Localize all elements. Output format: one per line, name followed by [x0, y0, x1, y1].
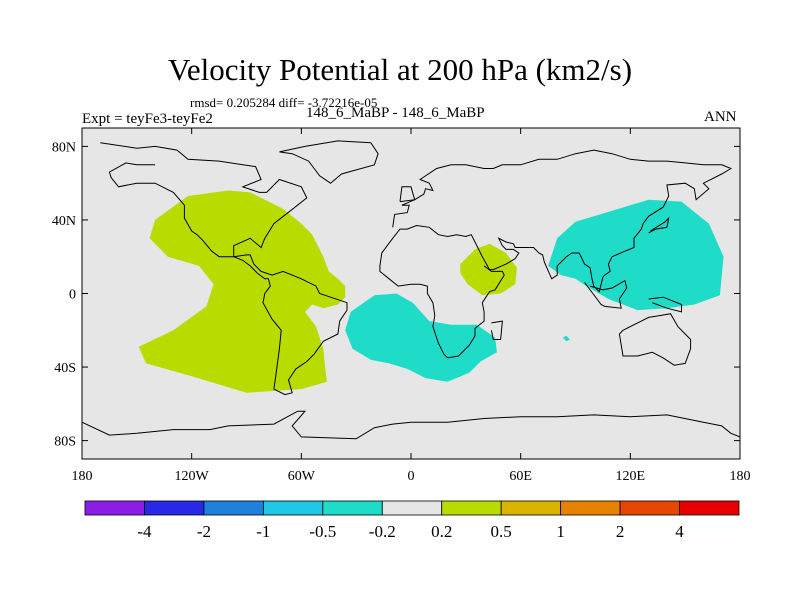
season-label: ANN — [704, 109, 737, 125]
coastline-3 — [490, 320, 503, 340]
colorbar-label: 2 — [616, 522, 625, 541]
coastline-0 — [100, 142, 348, 396]
axis-ticks: 180 120W 60W 0 60E 120E 180 80N 40N 0 40S 80S — [52, 128, 751, 484]
colorbar-label: 4 — [675, 522, 684, 541]
region-negative-anomaly-asia-pacific — [548, 199, 724, 311]
colorbar-label: 1 — [556, 522, 565, 541]
coastline-6 — [618, 313, 692, 366]
colorbar-box — [441, 500, 502, 516]
colorbar-box — [619, 500, 680, 516]
colorbar-label: -4 — [137, 522, 152, 541]
coastline-7 — [648, 296, 682, 313]
y-tick-label: 40S — [54, 361, 76, 376]
x-tick-label: 180 — [730, 469, 751, 484]
x-tick-label: 120W — [175, 469, 210, 484]
colorbar-box — [144, 500, 205, 516]
region-negative-anomaly-islet — [562, 335, 570, 342]
y-tick-label: 0 — [69, 288, 76, 303]
coastline-9 — [82, 410, 740, 440]
coastline-5 — [584, 279, 628, 309]
colorbar-box — [560, 500, 621, 516]
colorbar: -4 -2 -1 -0.5 -0.2 0.2 0.5 1 2 4 — [84, 500, 740, 541]
anomaly-regions — [138, 190, 724, 393]
region-positive-anomaly-americas — [138, 190, 346, 393]
coastlines — [82, 140, 740, 440]
colorbar-label: -0.5 — [309, 522, 336, 541]
y-tick-label: 80N — [52, 140, 76, 155]
coastline-2 — [379, 149, 733, 359]
colorbar-label: -1 — [256, 522, 270, 541]
colorbar-box — [500, 500, 562, 516]
colorbar-label: 0.5 — [491, 522, 512, 541]
experiment-label: Expt = teyFe3-teyFe2 — [82, 111, 213, 127]
coastline-4 — [399, 186, 416, 203]
colorbar-box — [203, 500, 264, 516]
colorbar-box — [322, 500, 383, 516]
colorbar-box — [381, 500, 443, 516]
colorbar-box — [262, 500, 324, 516]
colorbar-box — [679, 500, 740, 516]
x-tick-label: 60W — [288, 469, 316, 484]
x-tick-label: 180 — [72, 469, 93, 484]
chart-subtitle: 148_6_MaBP - 148_6_MaBP — [306, 105, 485, 121]
coastline-8 — [648, 216, 670, 234]
region-negative-anomaly-atlantic-africa — [345, 293, 497, 382]
y-tick-label: 40N — [52, 214, 76, 229]
colorbar-box — [84, 500, 145, 516]
chart-stats: rmsd= 0.205284 diff= -3.72216e-05 — [190, 95, 378, 110]
x-tick-label: 60E — [509, 469, 532, 484]
x-tick-label: 120E — [616, 469, 646, 484]
chart-title: Velocity Potential at 200 hPa (km2/s) — [167, 52, 633, 87]
x-tick-label: 0 — [408, 469, 415, 484]
colorbar-label: 0.2 — [431, 522, 452, 541]
colorbar-label: -2 — [197, 522, 211, 541]
colorbar-label: -0.2 — [369, 522, 396, 541]
y-tick-label: 80S — [54, 435, 76, 450]
coastline-1 — [279, 140, 379, 184]
